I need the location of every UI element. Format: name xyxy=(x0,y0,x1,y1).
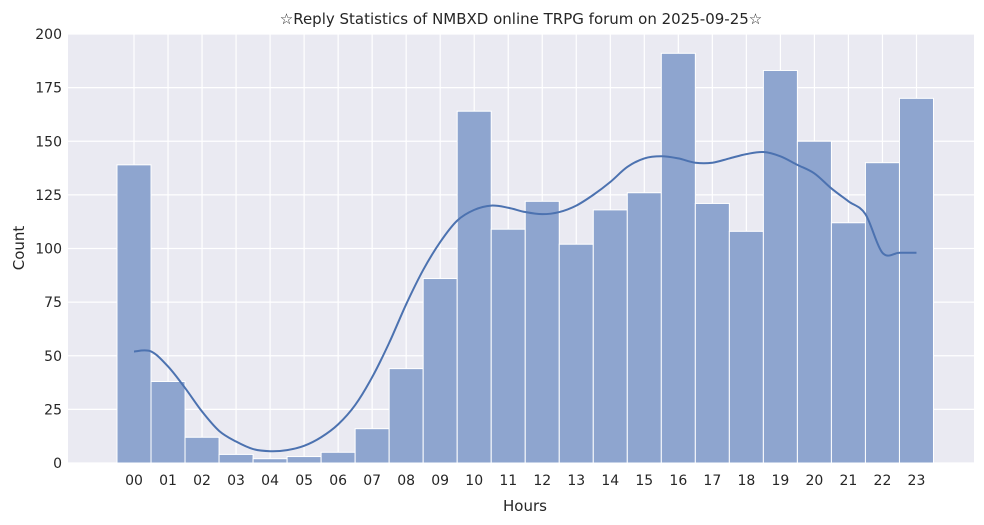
bar-hour-15 xyxy=(626,192,662,464)
bar-hour-06 xyxy=(320,451,356,464)
bar-hour-12 xyxy=(524,200,560,464)
x-tick-label: 11 xyxy=(499,473,517,489)
y-tick-label: 0 xyxy=(53,456,62,472)
kde-curve xyxy=(133,150,917,453)
bar-hour-13 xyxy=(558,243,594,464)
x-tick-label: 06 xyxy=(329,473,347,489)
bar-hour-01 xyxy=(150,380,186,464)
bar-hour-10 xyxy=(456,110,492,464)
x-tick-label: 05 xyxy=(295,473,313,489)
bars-group xyxy=(116,52,934,464)
x-tick-label: 02 xyxy=(193,473,211,489)
bar-hour-17 xyxy=(694,202,730,464)
bar-hour-05 xyxy=(286,456,322,464)
x-tick-label: 20 xyxy=(805,473,823,489)
y-tick-label: 50 xyxy=(44,349,62,365)
y-tick-label: 200 xyxy=(35,27,62,43)
x-tick-label: 12 xyxy=(533,473,551,489)
bar-hour-08 xyxy=(388,368,424,464)
bar-hour-00 xyxy=(116,164,152,464)
y-tick-label: 25 xyxy=(44,402,62,418)
x-tick-label: 07 xyxy=(363,473,381,489)
bar-hour-07 xyxy=(354,428,390,464)
x-tick-label: 03 xyxy=(227,473,245,489)
x-tick-label: 22 xyxy=(874,473,892,489)
x-tick-label: 19 xyxy=(771,473,789,489)
y-axis-label: Count xyxy=(10,226,28,271)
x-tick-label: 15 xyxy=(635,473,653,489)
bar-hour-23 xyxy=(898,97,934,464)
bar-hour-09 xyxy=(422,278,458,464)
bar-hour-03 xyxy=(218,453,254,464)
bar-hour-22 xyxy=(864,162,900,464)
bar-hour-18 xyxy=(728,230,764,464)
y-tick-label: 125 xyxy=(35,188,62,204)
x-tick-label: 14 xyxy=(601,473,619,489)
chart-title: ☆Reply Statistics of NMBXD online TRPG f… xyxy=(280,10,763,28)
x-tick-label: 09 xyxy=(431,473,449,489)
y-tick-label: 175 xyxy=(35,81,62,97)
bar-hour-11 xyxy=(490,228,526,464)
y-tick-label: 150 xyxy=(35,134,62,150)
bar-hour-21 xyxy=(830,222,866,464)
bar-hour-16 xyxy=(660,52,696,464)
bar-hour-02 xyxy=(184,436,220,464)
bar-hour-14 xyxy=(592,209,628,464)
bar-hour-20 xyxy=(796,140,832,464)
x-tick-label: 16 xyxy=(669,473,687,489)
y-tick-label: 100 xyxy=(35,242,62,258)
x-tick-label: 01 xyxy=(159,473,177,489)
bar-hour-04 xyxy=(252,458,288,464)
x-tick-label: 10 xyxy=(465,473,483,489)
x-tick-label: 13 xyxy=(567,473,585,489)
y-tick-labels: 0 25 50 75 100 125 150 175 200 xyxy=(35,27,62,472)
x-tick-label: 00 xyxy=(125,473,143,489)
x-axis-label: Hours xyxy=(503,497,547,515)
x-tick-labels: 00 01 02 03 04 05 06 07 08 09 10 11 12 13 14 15 16 17 18 19… xyxy=(125,473,925,489)
bar-hour-19 xyxy=(762,69,798,464)
x-tick-label: 23 xyxy=(908,473,926,489)
x-tick-label: 04 xyxy=(261,473,279,489)
x-tick-label: 18 xyxy=(737,473,755,489)
y-tick-label: 75 xyxy=(44,295,62,311)
x-tick-label: 21 xyxy=(840,473,858,489)
x-tick-label: 17 xyxy=(703,473,721,489)
x-tick-label: 08 xyxy=(397,473,415,489)
